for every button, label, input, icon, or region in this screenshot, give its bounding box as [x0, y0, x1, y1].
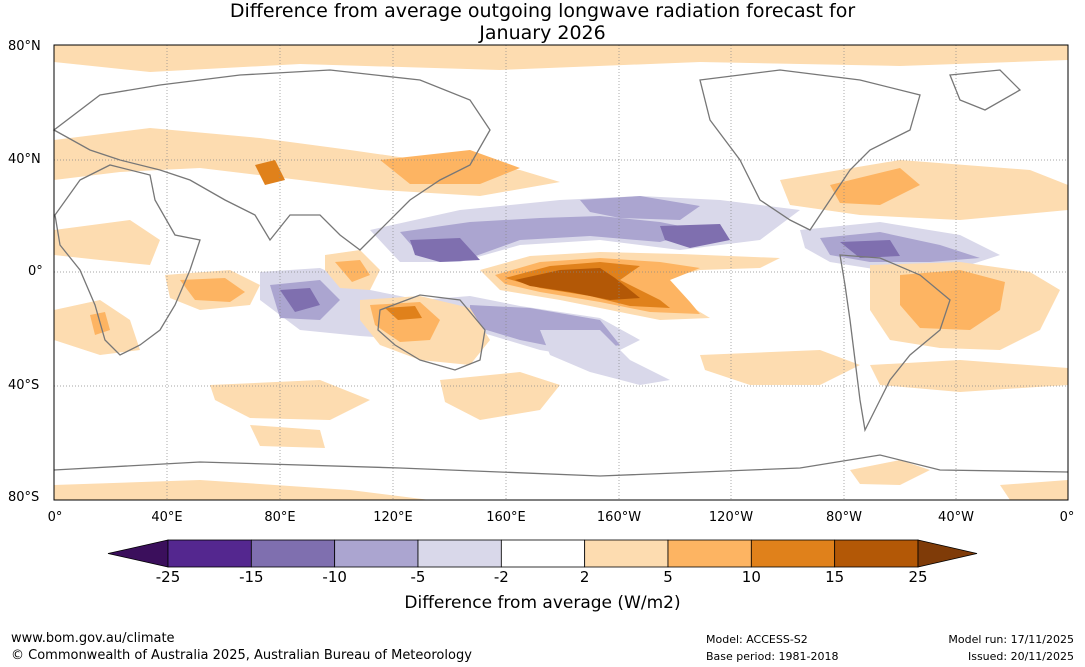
- lat-label-40s: 40°S: [8, 378, 40, 393]
- map-title-line2: January 2026: [479, 22, 606, 44]
- colorbar-title: Difference from average (W/m2): [404, 593, 681, 613]
- colorbar-tick-label: 5: [663, 568, 673, 586]
- colorbar-tick-label: -5: [410, 568, 426, 586]
- footer-base-period: Base period: 1981-2018: [706, 650, 839, 663]
- lon-label-80e: 80°E: [264, 510, 296, 525]
- australia-outline: [377, 294, 486, 371]
- lon-label-40w: 40°W: [938, 510, 974, 525]
- colorbar-swatch: [500, 539, 586, 568]
- eurasia-outline: [52, 69, 491, 251]
- lon-label-40e: 40°E: [151, 510, 183, 525]
- lon-label-160e: 160°E: [486, 510, 526, 525]
- anomaly-fields: [54, 45, 1068, 500]
- lat-label-80s: 80°S: [8, 490, 40, 505]
- antarctica-outline: [53, 454, 1069, 477]
- colorbar-extend-low: [107, 539, 169, 568]
- lon-label-0-west: 0°: [47, 510, 63, 525]
- colorbar-tick-label: 15: [825, 568, 845, 586]
- footer-copyright: © Commonwealth of Australia 2025, Austra…: [11, 648, 472, 663]
- colorbar-swatch: [584, 539, 669, 568]
- lat-label-80n: 80°N: [8, 39, 41, 54]
- colorbar-tick-label: 10: [741, 568, 761, 586]
- colorbar-tick-label: -15: [239, 568, 264, 586]
- footer-model: Model: ACCESS-S2: [706, 633, 808, 646]
- colorbar-tick-label: 2: [579, 568, 590, 586]
- lat-label-equator: 0°: [28, 264, 43, 279]
- colorbar-swatch: [334, 539, 419, 568]
- africa-outline: [54, 164, 201, 356]
- lon-label-120w: 120°W: [708, 510, 754, 525]
- map-title-line1: Difference from average outgoing longwav…: [229, 0, 856, 22]
- footer-model-run: Model run: 17/11/2025: [948, 633, 1074, 646]
- lat-label-40n: 40°N: [8, 152, 41, 167]
- lon-label-0-east: 0°: [1059, 510, 1075, 525]
- colorbar-swatch: [834, 539, 919, 568]
- map-border: [53, 44, 1069, 501]
- colorbar-tick-label: -2: [493, 568, 509, 586]
- lon-label-80w: 80°W: [826, 510, 862, 525]
- footer-issued: Issued: 20/11/2025: [967, 650, 1074, 663]
- greenland-outline: [949, 69, 1022, 111]
- gridlines: [54, 45, 1068, 500]
- colorbar-swatch: [417, 539, 502, 568]
- colorbar-tick-label: -10: [322, 568, 347, 586]
- colorbar-tick-label: -25: [155, 568, 181, 586]
- colorbar-swatch: [667, 539, 752, 568]
- coastlines: [52, 69, 1069, 477]
- colorbar-swatch: [750, 539, 836, 568]
- footer-url: www.bom.gov.au/climate: [11, 631, 175, 646]
- colorbar-tick-label: 25: [908, 568, 928, 586]
- colorbar-extend-high: [917, 539, 978, 568]
- north-america-outline: [699, 69, 921, 231]
- lon-label-120e: 120°E: [373, 510, 413, 525]
- lon-label-160w: 160°W: [596, 510, 642, 525]
- colorbar-swatch: [250, 539, 336, 568]
- colorbar-swatch: [167, 539, 252, 568]
- south-america-outline: [839, 254, 951, 433]
